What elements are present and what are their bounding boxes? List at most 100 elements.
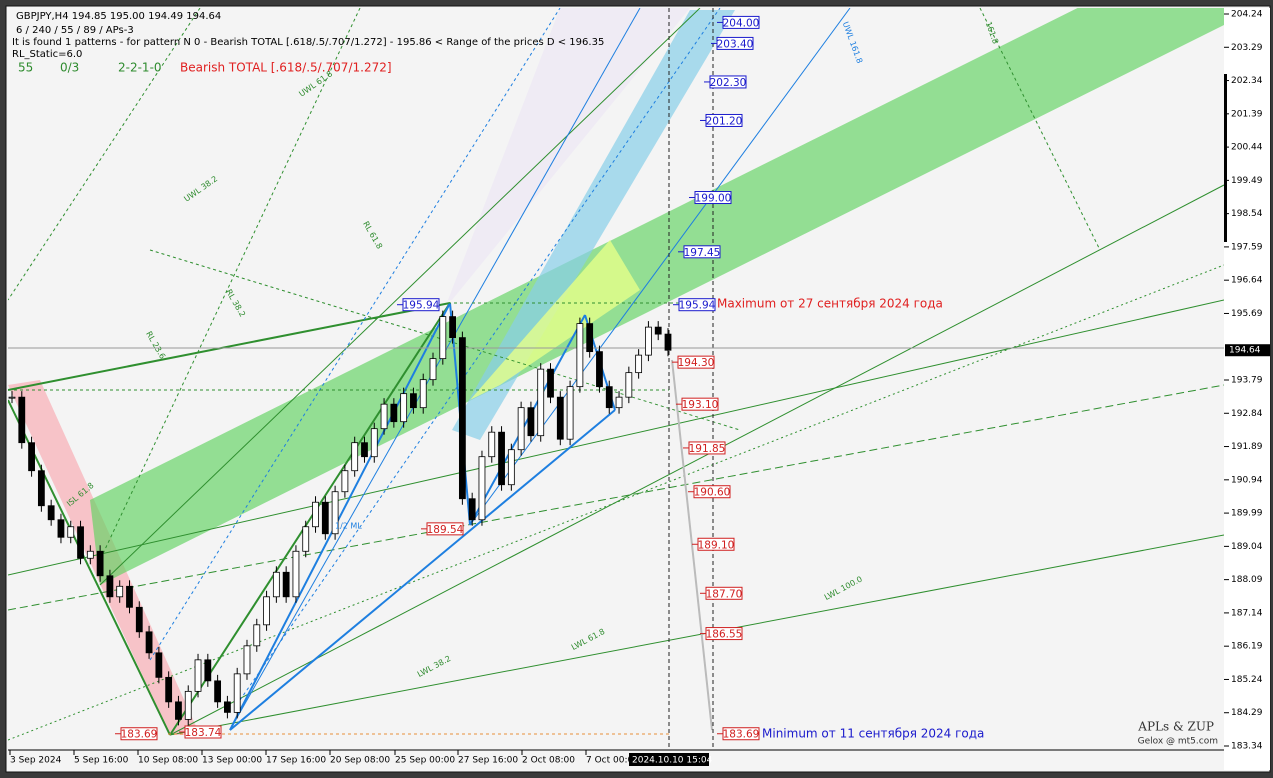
yellow-zone (470, 240, 640, 400)
level-label: 202.30 (710, 77, 747, 89)
price-tick-label: 185.24 (1231, 675, 1263, 685)
candle (233, 673, 241, 713)
time-label: 27 Sep 16:00 (458, 756, 518, 766)
candle (263, 596, 270, 626)
level-label: 201.20 (706, 115, 743, 127)
level-box (402, 298, 440, 312)
level-label: 183.74 (185, 727, 222, 739)
counter: 2-2-1-0 (118, 61, 162, 75)
candle (135, 606, 143, 633)
price-tick-label: 201.39 (1231, 109, 1263, 119)
price-scrollbar (1224, 74, 1227, 242)
candle (47, 505, 55, 521)
candle (351, 442, 359, 472)
time-label: 17 Sep 16:00 (266, 756, 326, 766)
price-tick-label: 184.29 (1231, 708, 1263, 718)
level-label: 183.69 (723, 729, 760, 741)
level-label: 195.94 (679, 300, 716, 312)
price-tick-label: 196.64 (1231, 276, 1263, 286)
candle (400, 393, 408, 423)
candle (37, 470, 45, 507)
maximum-note: Maximum от 27 сентября 2024 года (717, 297, 943, 311)
price-tick-label: 190.94 (1231, 475, 1263, 485)
blue-channel (452, 10, 735, 440)
candle (292, 550, 300, 598)
candle (312, 501, 319, 528)
candle (214, 680, 222, 703)
violet-zone (448, 8, 690, 300)
candle (596, 351, 603, 388)
time-label: 25 Sep 00:00 (395, 756, 455, 766)
candle (175, 701, 182, 720)
price-tick-label: 188.09 (1231, 575, 1263, 585)
minimum-note: Minimum от 11 сентября 2024 года (762, 727, 984, 741)
candle (282, 571, 290, 598)
candle (8, 396, 16, 399)
level-box (705, 113, 743, 127)
candle (302, 526, 310, 552)
level-box (722, 727, 760, 741)
candle (566, 386, 574, 440)
price-tick-label: 202.34 (1231, 76, 1263, 86)
candle (224, 701, 231, 713)
candle (664, 333, 672, 351)
price-tick-label: 189.99 (1231, 509, 1263, 519)
level-box (705, 627, 743, 641)
level-box (694, 191, 732, 205)
level-box (709, 75, 747, 89)
candle (116, 585, 124, 598)
static-line: RL_Static=6.0 (12, 49, 82, 60)
candle (165, 676, 173, 703)
time-label: 2 Oct 08:00 (522, 756, 575, 766)
candle (28, 442, 35, 472)
level-box (693, 485, 731, 499)
price-tick-label: 193.79 (1231, 376, 1263, 386)
counter: 0/3 (60, 61, 79, 75)
level-box (697, 537, 735, 551)
candle (635, 354, 643, 374)
candle (537, 368, 545, 437)
price-tick-label: 198.54 (1231, 209, 1263, 219)
candle (57, 519, 65, 538)
candle (488, 431, 496, 458)
candle (615, 396, 623, 409)
price-tick-label: 203.29 (1231, 43, 1263, 53)
candle (410, 393, 417, 409)
price-axis-panel (1224, 8, 1270, 770)
price-tick-label: 189.04 (1231, 542, 1263, 552)
price-tick-label: 192.84 (1231, 409, 1263, 419)
candle (361, 442, 368, 458)
candles (8, 310, 672, 726)
current-time-box (629, 753, 709, 766)
projection-line (671, 359, 713, 731)
candle (605, 386, 613, 409)
candle (586, 323, 594, 353)
level-box (677, 355, 715, 369)
time-label: 3 Sep 2024 (10, 756, 62, 766)
candle (576, 323, 584, 388)
level-box (716, 36, 754, 50)
candle (253, 624, 261, 647)
candle (145, 631, 153, 654)
level-label: 203.40 (717, 38, 754, 50)
time-label: 5 Sep 16:00 (74, 756, 129, 766)
candle (106, 575, 114, 598)
counter: 55 (18, 61, 33, 75)
level-label: 189.54 (427, 524, 464, 536)
settings-line: 6 / 240 / 55 / 89 / APs-3 (16, 25, 134, 36)
time-label: 7 Oct 00:00 (586, 756, 639, 766)
brand: APLs & ZUP (1137, 720, 1214, 734)
header: GBPJPY,H4 194.85 195.00 194.49 194.64 6 … (12, 11, 604, 75)
candle (77, 526, 84, 559)
level-label: 187.70 (706, 588, 743, 600)
level-label: 193.10 (682, 399, 719, 411)
candle (468, 498, 476, 521)
level-box (678, 298, 716, 312)
level-box (688, 441, 726, 455)
site: Gelox @ mt5.com (1138, 737, 1218, 747)
level-box (683, 245, 721, 259)
level-label: 183.69 (121, 729, 158, 741)
pattern-name: Bearish TOTAL [.618/.5/.707/1.272] (180, 61, 392, 75)
candle (380, 403, 388, 430)
line-label: 1/2 ML (335, 522, 362, 531)
